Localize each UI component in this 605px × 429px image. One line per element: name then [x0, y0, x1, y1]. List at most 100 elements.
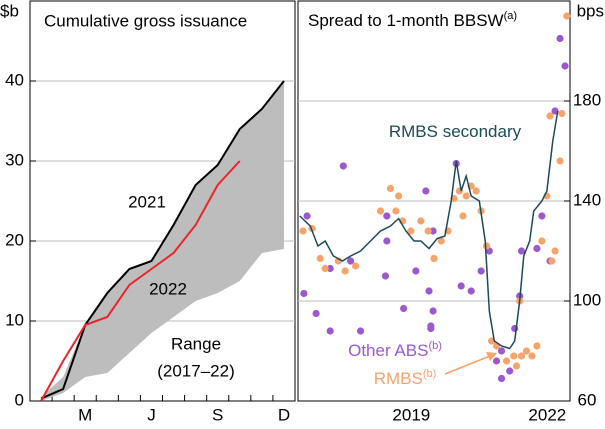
series-label: RMBS secondary: [389, 122, 522, 141]
scatter-point: [510, 352, 518, 360]
scatter-point: [556, 34, 564, 43]
range-label: (2017–22): [157, 361, 235, 380]
scatter-point: [427, 324, 435, 333]
y-tick-label: 40: [5, 70, 24, 89]
series-label: Other ABS(b): [348, 340, 442, 361]
scatter-point: [457, 282, 465, 290]
range-label: Range: [171, 334, 221, 353]
scatter-point: [339, 162, 347, 170]
scatter-point: [383, 212, 391, 220]
scatter-point: [538, 212, 546, 220]
y-tick-label: 180: [573, 90, 601, 109]
scatter-point: [303, 212, 311, 220]
scatter-point: [517, 352, 526, 360]
scatter-point: [502, 357, 511, 365]
scatter-point: [400, 304, 408, 313]
scatter-point: [512, 362, 521, 370]
scatter-point: [326, 327, 334, 335]
panel-title-text: Spread to 1-month BBSW: [308, 11, 504, 30]
scatter-point: [497, 347, 506, 355]
scatter-point: [492, 357, 501, 365]
scatter-point: [497, 374, 506, 383]
x-tick-label: 2022: [528, 405, 566, 424]
scatter-point: [299, 227, 307, 235]
scatter-point: [392, 207, 400, 215]
y-axis-unit: bps: [577, 1, 604, 20]
scatter-point: [533, 244, 541, 253]
y-tick-label: 60: [578, 390, 597, 409]
scatter-point: [430, 254, 438, 263]
scatter-point: [467, 287, 475, 295]
scatter-point: [556, 157, 564, 165]
scatter-point: [528, 352, 536, 360]
x-tick-label: 2019: [392, 405, 430, 424]
series-line: [299, 110, 559, 350]
scatter-point: [561, 62, 569, 70]
series-label: 2022: [149, 279, 187, 298]
label-arrow: [444, 355, 491, 375]
y-axis-unit: $b: [0, 1, 19, 20]
scatter-point: [558, 109, 566, 118]
x-tick-label: D: [278, 405, 290, 424]
y-tick-label: 20: [5, 230, 24, 249]
y-tick-label: 0: [15, 390, 24, 409]
x-tick-label: M: [78, 405, 92, 424]
y-tick-label: 100: [573, 290, 601, 309]
scatter-point: [381, 272, 390, 280]
scatter-point: [459, 212, 467, 220]
y-tick-label: 140: [573, 190, 601, 209]
label-arrow-head: [486, 352, 497, 361]
scatter-point: [356, 327, 365, 335]
scatter-point: [424, 227, 432, 235]
scatter-point: [351, 262, 360, 270]
series-label-text: Other ABS: [348, 341, 428, 360]
series-label: RMBS(b): [374, 368, 437, 389]
range-band: [41, 81, 284, 401]
scatter-point: [546, 112, 554, 120]
scatter-point: [517, 247, 526, 255]
scatter-point: [551, 247, 559, 255]
scatter-point: [395, 192, 403, 200]
scatter-point: [386, 184, 395, 193]
scatter-point: [472, 187, 480, 195]
scatter-point: [326, 264, 334, 273]
scatter-point: [407, 227, 415, 235]
scatter-point: [312, 309, 320, 318]
scatter-point: [316, 254, 324, 263]
scatter-point: [425, 287, 433, 295]
panel-title: Cumulative gross issuance: [44, 11, 247, 30]
panel-title-note: (a): [504, 10, 517, 22]
scatter-point: [376, 207, 385, 215]
scatter-point: [462, 192, 470, 200]
scatter-point: [341, 267, 349, 275]
scatter-point: [548, 257, 556, 265]
scatter-point: [321, 264, 329, 273]
series-line: [40, 80, 285, 400]
scatter-point: [538, 237, 546, 245]
y-tick-label: 10: [5, 310, 24, 329]
y-tick-label: 30: [5, 150, 24, 169]
series-label-note: (b): [423, 368, 436, 380]
scatter-point: [506, 367, 514, 375]
scatter-point: [429, 307, 437, 315]
scatter-point: [417, 217, 425, 225]
scatter-point: [522, 347, 531, 355]
scatter-point: [563, 12, 571, 20]
series-line: [40, 160, 241, 402]
series-label: 2021: [128, 192, 166, 211]
series-label-text: RMBS secondary: [389, 122, 522, 141]
scatter-point: [422, 187, 430, 195]
scatter-point: [346, 257, 355, 265]
scatter-point: [477, 267, 485, 275]
x-tick-label: J: [147, 405, 156, 424]
x-tick-label: S: [212, 405, 223, 424]
scatter-point: [437, 237, 445, 245]
scatter-point: [300, 289, 308, 298]
scatter-point: [482, 242, 491, 250]
panel-title: Spread to 1-month BBSW(a): [308, 10, 517, 31]
series-label-text: RMBS: [374, 369, 423, 388]
series-label-note: (b): [428, 340, 441, 352]
scatter-point: [429, 227, 437, 235]
scatter-point: [383, 237, 391, 245]
